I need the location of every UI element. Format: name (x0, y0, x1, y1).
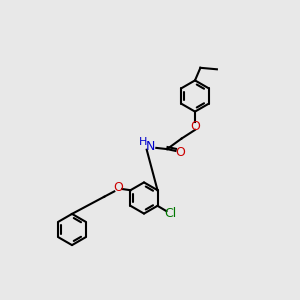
Text: Cl: Cl (164, 207, 176, 220)
Text: O: O (190, 120, 200, 133)
Text: O: O (175, 146, 184, 159)
Text: N: N (146, 140, 155, 153)
Text: O: O (114, 181, 123, 194)
Text: H: H (139, 136, 147, 147)
